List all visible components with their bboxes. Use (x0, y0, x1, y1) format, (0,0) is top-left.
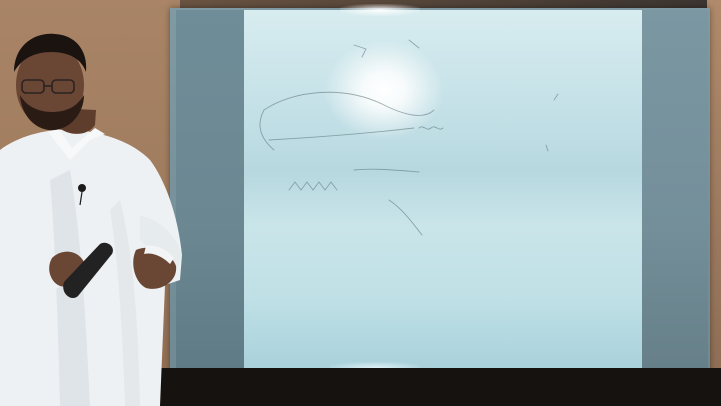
sketch-dome-curve (263, 91, 435, 116)
sketch-top-mark (353, 44, 367, 58)
sketch-arrow-line (353, 168, 420, 173)
right-sleeve (140, 215, 182, 268)
sketch-right-tick (553, 93, 559, 101)
lapel-microphone-icon (78, 184, 86, 192)
sketch-top-mark-2 (408, 39, 420, 49)
sketch-small-scribble (418, 126, 444, 130)
sketch-left-arc (259, 109, 275, 151)
floor-shadow (150, 368, 721, 406)
glasses (21, 79, 75, 94)
board-right-panel (642, 10, 708, 370)
sketch-right-tick-2 (545, 144, 549, 152)
presenter-figure (0, 33, 182, 406)
faint-sketch-drawing (259, 39, 559, 236)
light-glare-top (340, 4, 420, 16)
board-left-panel (176, 10, 244, 370)
hair (14, 33, 87, 72)
beard (20, 95, 84, 131)
left-forearm (0, 250, 70, 297)
wristband (144, 245, 174, 264)
projection-screen (244, 10, 642, 370)
collar (48, 128, 105, 160)
shirt-fold (110, 200, 140, 406)
remote-control-icon (63, 242, 113, 299)
sketch-diagonal (388, 199, 423, 236)
sketch-base-line (268, 127, 415, 141)
head (16, 43, 84, 127)
sketch-zigzag (288, 181, 338, 191)
right-wall (707, 0, 721, 406)
